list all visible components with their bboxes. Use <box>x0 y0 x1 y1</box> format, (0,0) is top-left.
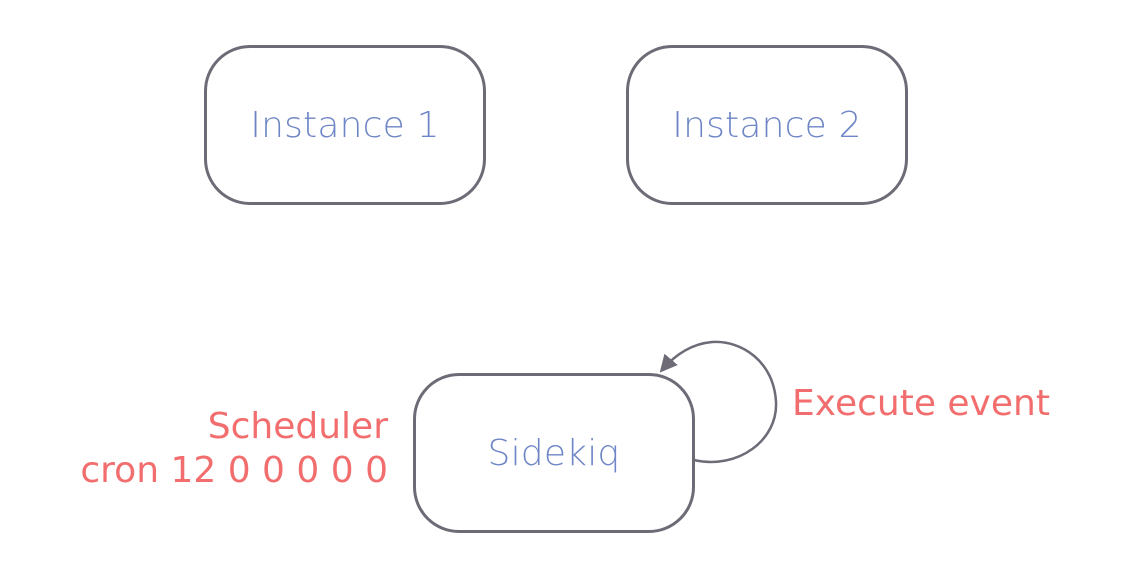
instance-1-node: Instance 1 <box>204 45 486 205</box>
scheduler-title: Scheduler <box>207 406 388 447</box>
scheduler-cron: cron 12 0 0 0 0 0 <box>80 450 388 491</box>
instance-1-label: Instance 1 <box>250 104 440 146</box>
scheduler-annotation: Scheduler cron 12 0 0 0 0 0 <box>80 405 388 493</box>
instance-2-node: Instance 2 <box>626 45 908 205</box>
sidekiq-node: Sidekiq <box>413 373 695 533</box>
execute-event-annotation: Execute event <box>792 383 1050 424</box>
sidekiq-label: Sidekiq <box>487 432 621 474</box>
instance-2-label: Instance 2 <box>672 104 862 146</box>
